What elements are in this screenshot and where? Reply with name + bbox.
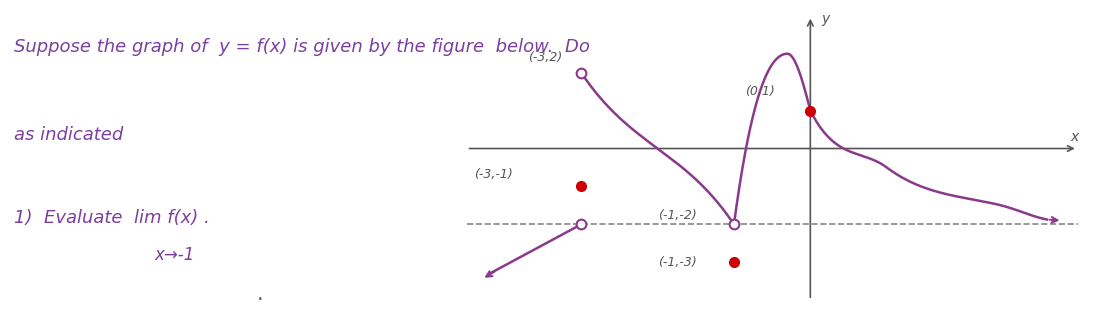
Text: y: y	[822, 12, 830, 26]
Text: (0,1): (0,1)	[745, 85, 775, 98]
Text: (-1,-3): (-1,-3)	[658, 256, 697, 269]
Text: Suppose the graph of  y = f(x) is given by the figure  below.  Do: Suppose the graph of y = f(x) is given b…	[14, 38, 590, 56]
Text: x: x	[1070, 130, 1079, 144]
Text: (-1,-2): (-1,-2)	[658, 209, 697, 222]
Text: (-3,2): (-3,2)	[528, 51, 562, 64]
Text: .: .	[257, 284, 263, 304]
Text: (-3,-1): (-3,-1)	[474, 168, 513, 181]
Text: 1)  Evaluate  lim f(x) .: 1) Evaluate lim f(x) .	[14, 209, 210, 227]
Text: as indicated: as indicated	[14, 126, 123, 144]
Text: x→-1: x→-1	[154, 246, 194, 264]
